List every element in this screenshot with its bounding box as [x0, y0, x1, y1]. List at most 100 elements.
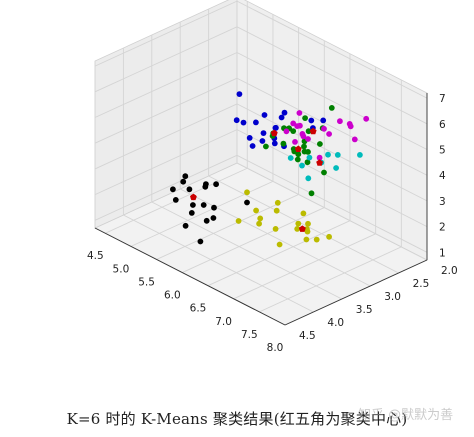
- data-point: [326, 131, 332, 137]
- data-point: [305, 136, 311, 142]
- data-point: [294, 156, 301, 163]
- data-point: [211, 204, 217, 211]
- data-point: [172, 197, 179, 203]
- data-point: [202, 183, 209, 190]
- z-gridline: [94, 103, 238, 170]
- data-point: [240, 119, 247, 126]
- grid-lines: [94, 0, 428, 326]
- cluster-center: [190, 193, 197, 201]
- z-gridline: [94, 129, 238, 196]
- data-point: [357, 152, 363, 158]
- data-point: [337, 118, 343, 125]
- y-gridline: [151, 201, 343, 300]
- x-gridline: [182, 207, 325, 273]
- tick-labels: 4.5 5.0 5.5 6.0 6.5 7.0 7.5 8.0 2.0 2.5 3.0 3.5 4.0 4…: [87, 93, 458, 354]
- x-tick-label: 6.0: [164, 290, 181, 302]
- data-point: [271, 140, 278, 147]
- data-point: [333, 165, 339, 171]
- data-point: [290, 128, 297, 135]
- data-point: [294, 226, 301, 232]
- data-point: [203, 217, 210, 224]
- data-point: [236, 91, 243, 97]
- data-point: [280, 140, 287, 147]
- cluster-center: [316, 159, 323, 166]
- data-point: [170, 186, 176, 193]
- cluster-center: [309, 127, 317, 135]
- x-tick-label: 7.5: [241, 329, 258, 341]
- data-point: [253, 119, 259, 126]
- data-point: [274, 199, 281, 206]
- x-axis-line: [94, 227, 286, 326]
- z-tick-label: 6: [439, 119, 446, 131]
- data-point: [292, 139, 298, 145]
- data-point: [305, 149, 311, 155]
- data-point: [253, 207, 259, 214]
- data-point: [273, 207, 280, 214]
- data-point: [295, 220, 302, 227]
- data-point: [272, 226, 279, 232]
- watermark: 知乎 @默默为善: [358, 408, 454, 423]
- data-point: [334, 152, 341, 158]
- y-tick-label: 2.0: [441, 265, 458, 277]
- z-gridline: [236, 0, 428, 99]
- data-point: [210, 215, 217, 221]
- data-point: [328, 105, 335, 111]
- data-point: [316, 154, 323, 161]
- data-point: [213, 181, 220, 188]
- x-tick-label: 8.0: [267, 342, 284, 354]
- data-point: [305, 175, 312, 182]
- x-gridline: [259, 246, 402, 313]
- data-point: [306, 154, 313, 161]
- data-point: [321, 169, 327, 176]
- y-gridline: [208, 175, 399, 274]
- z-gridline: [94, 154, 238, 221]
- x-gridline: [156, 194, 299, 260]
- data-point: [363, 115, 370, 122]
- data-point: [299, 162, 305, 169]
- data-point: [235, 218, 242, 224]
- z-gridline: [236, 103, 428, 202]
- data-point: [281, 109, 288, 116]
- data-point: [313, 236, 320, 243]
- data-points: [170, 91, 370, 248]
- data-point: [290, 146, 297, 152]
- y-axis-line: [284, 259, 428, 326]
- y-tick-label: 2.5: [413, 278, 430, 290]
- y-tick-label: 3.5: [356, 304, 373, 316]
- z-tick-label: 7: [439, 93, 446, 105]
- z-gridline: [94, 0, 238, 67]
- cluster-centers: [190, 127, 323, 232]
- y-tick-label: 4.5: [299, 330, 316, 342]
- data-point: [257, 215, 264, 222]
- data-point: [244, 189, 250, 196]
- data-point: [278, 114, 285, 121]
- z-tick-label: 3: [439, 196, 446, 208]
- data-point: [182, 222, 189, 229]
- y-tick-label: 4.0: [327, 317, 344, 329]
- z-gridline: [236, 26, 428, 125]
- data-point: [276, 241, 283, 248]
- data-point: [303, 236, 310, 243]
- z-gridline: [236, 77, 428, 176]
- x-tick-label: 4.5: [87, 250, 104, 262]
- data-point: [287, 155, 294, 161]
- cluster-center: [298, 225, 306, 232]
- data-point: [244, 199, 250, 206]
- x-tick-label: 6.5: [190, 303, 207, 315]
- scatter-3d-plot: 4.5 5.0 5.5 6.0 6.5 7.0 7.5 8.0 2.0 2.5 3.0 3.5 4.0 4…: [87, 0, 458, 354]
- data-point: [300, 210, 307, 217]
- data-point: [325, 151, 331, 158]
- y-tick-label: 3.0: [384, 291, 401, 303]
- data-point: [256, 220, 262, 227]
- z-tick-label: 5: [439, 145, 446, 157]
- data-point: [182, 173, 189, 180]
- data-point: [299, 131, 306, 137]
- z-gridline: [94, 77, 238, 144]
- y-gridline: [179, 188, 371, 287]
- data-point: [188, 210, 195, 216]
- y-gridline: [123, 214, 314, 313]
- data-point: [200, 202, 207, 208]
- data-point: [321, 125, 327, 132]
- data-point: [304, 159, 311, 166]
- data-point: [261, 112, 268, 118]
